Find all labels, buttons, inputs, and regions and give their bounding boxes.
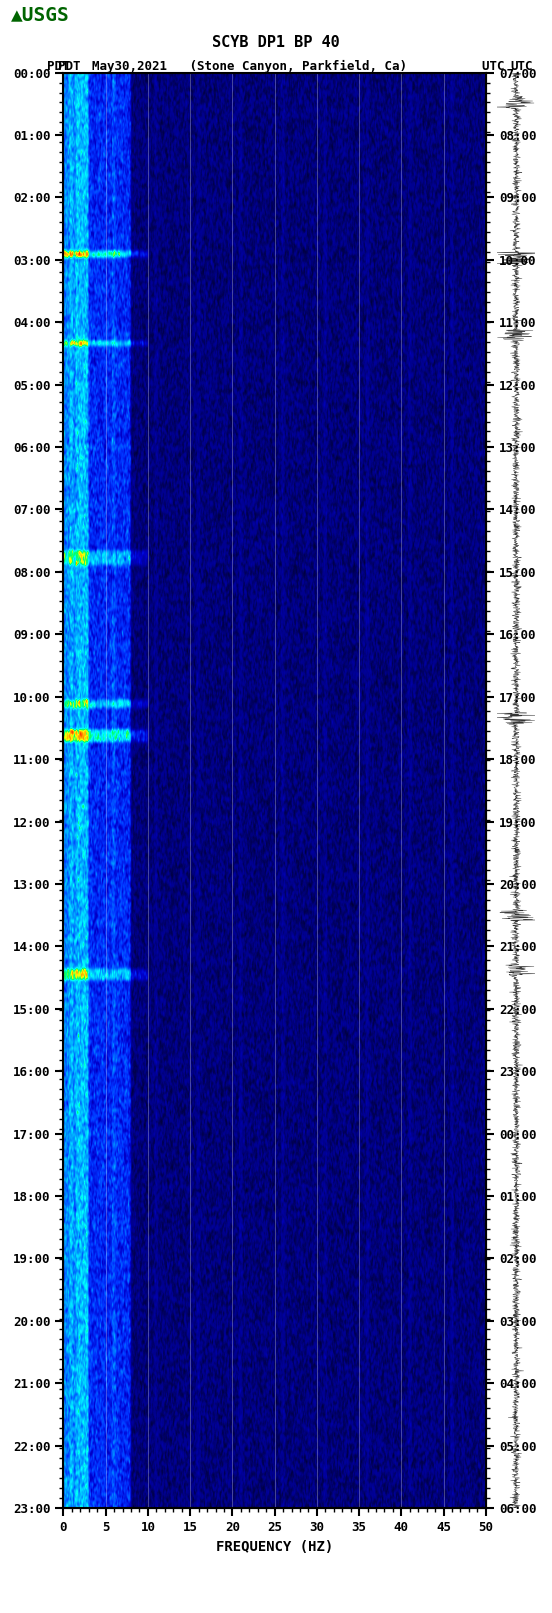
Text: UTC: UTC (511, 60, 533, 73)
Text: PDT   May30,2021   (Stone Canyon, Parkfield, Ca)          UTC: PDT May30,2021 (Stone Canyon, Parkfield,… (47, 60, 505, 73)
X-axis label: FREQUENCY (HZ): FREQUENCY (HZ) (216, 1540, 333, 1553)
Text: ▲USGS: ▲USGS (11, 5, 70, 24)
Text: PDT: PDT (58, 60, 81, 73)
Text: SCYB DP1 BP 40: SCYB DP1 BP 40 (212, 35, 340, 50)
